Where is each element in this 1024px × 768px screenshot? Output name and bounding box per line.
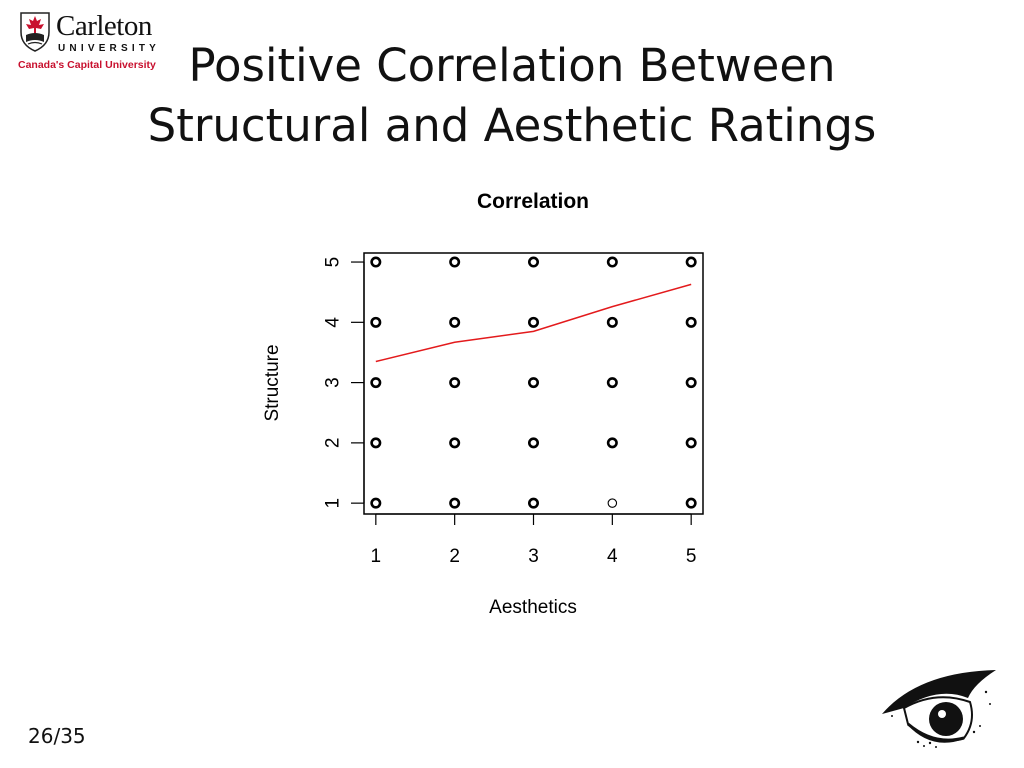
data-point xyxy=(607,498,618,508)
eye-icon xyxy=(882,670,996,748)
data-point xyxy=(449,377,461,389)
data-point xyxy=(527,497,539,509)
x-axis-label: Aesthetics xyxy=(489,597,577,618)
x-tick-label: 5 xyxy=(686,546,697,567)
data-point xyxy=(527,377,539,389)
y-tick-label: 1 xyxy=(323,498,344,509)
x-tick-label: 1 xyxy=(371,546,382,567)
x-tick-label: 2 xyxy=(449,546,460,567)
x-tick-label: 4 xyxy=(607,546,618,567)
logo-university: UNIVERSITY xyxy=(58,43,161,54)
maple-leaf-shield-icon xyxy=(20,12,50,52)
data-point xyxy=(685,437,697,449)
data-point xyxy=(449,256,461,268)
data-point xyxy=(449,437,461,449)
data-point xyxy=(370,497,382,509)
data-point xyxy=(370,437,382,449)
y-axis-label: Structure xyxy=(262,344,283,421)
y-axis: 1 2 3 4 5 xyxy=(323,257,365,509)
data-point xyxy=(527,256,539,268)
data-point xyxy=(370,377,382,389)
data-points xyxy=(370,256,697,509)
slide-title: Positive Correlation Between Structural … xyxy=(100,36,924,156)
data-point xyxy=(685,256,697,268)
y-tick-label: 3 xyxy=(323,377,344,388)
slide-title-line1: Positive Correlation Between xyxy=(188,39,836,92)
data-point xyxy=(527,437,539,449)
plot-frame xyxy=(363,252,704,515)
chart-title: Correlation xyxy=(477,190,589,213)
data-point xyxy=(606,316,618,328)
data-point xyxy=(449,497,461,509)
data-point xyxy=(449,316,461,328)
y-tick-label: 5 xyxy=(323,257,344,268)
carleton-university-logo: Carleton UNIVERSITY Canada's Capital Uni… xyxy=(14,8,174,74)
data-point xyxy=(685,316,697,328)
data-point xyxy=(370,316,382,328)
x-axis: 1 2 3 4 5 xyxy=(371,513,697,567)
data-point xyxy=(606,256,618,268)
x-tick-label: 3 xyxy=(528,546,539,567)
data-point xyxy=(685,497,697,509)
data-point xyxy=(370,256,382,268)
data-point xyxy=(527,316,539,328)
trend-line xyxy=(375,283,692,363)
slide-title-line2: Structural and Aesthetic Ratings xyxy=(147,99,877,152)
data-point xyxy=(606,377,618,389)
logo-name: Carleton xyxy=(56,10,152,42)
data-point xyxy=(685,377,697,389)
page-number: 26/35 xyxy=(28,724,86,748)
y-tick-label: 4 xyxy=(323,317,344,328)
y-tick-label: 2 xyxy=(323,438,344,449)
data-point xyxy=(606,437,618,449)
logo-tagline: Canada's Capital University xyxy=(18,59,156,71)
